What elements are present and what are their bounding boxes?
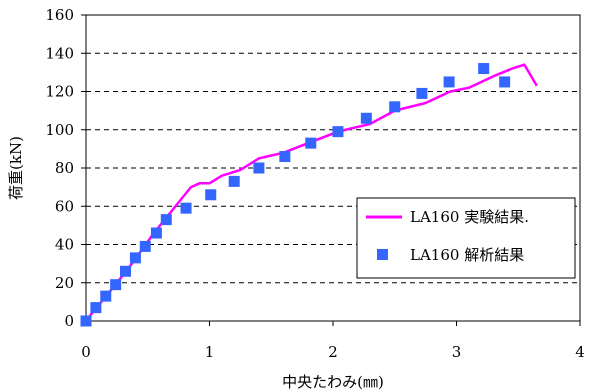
data-point-analysis xyxy=(360,112,372,124)
legend-label-analysis: LA160 解析結果 xyxy=(410,246,524,264)
data-point-analysis xyxy=(80,315,92,327)
data-point-analysis xyxy=(90,302,102,314)
y-tick-label: 80 xyxy=(55,159,74,177)
data-point-analysis xyxy=(416,87,428,99)
y-tick-label: 60 xyxy=(55,197,74,215)
legend-box xyxy=(356,197,576,279)
x-tick-label: 3 xyxy=(452,343,462,361)
data-series xyxy=(80,63,538,327)
data-point-analysis xyxy=(478,63,490,75)
x-tick-label: 2 xyxy=(328,343,338,361)
data-point-analysis xyxy=(120,265,132,277)
data-point-analysis xyxy=(180,202,192,214)
x-tick-label: 0 xyxy=(81,343,91,361)
y-tick-label: 0 xyxy=(64,312,74,330)
x-axis-title: 中央たわみ(㎜) xyxy=(282,373,384,391)
y-tick-label: 120 xyxy=(45,83,74,101)
y-axis-title: 荷重(kN) xyxy=(7,136,25,200)
data-point-analysis xyxy=(228,175,240,187)
data-point-analysis xyxy=(160,214,172,226)
legend-label-experiment: LA160 実験結果. xyxy=(410,208,529,226)
axes xyxy=(81,14,581,326)
data-point-analysis xyxy=(139,240,151,252)
data-point-analysis xyxy=(110,279,122,291)
legend-marker-swatch xyxy=(377,249,388,260)
data-point-analysis xyxy=(389,101,401,113)
data-point-analysis xyxy=(332,126,344,138)
y-tick-label: 100 xyxy=(45,121,74,139)
data-point-analysis xyxy=(129,252,141,264)
data-point-analysis xyxy=(443,76,455,88)
y-tick-label: 20 xyxy=(55,274,74,292)
data-point-analysis xyxy=(150,227,162,239)
legend: LA160 実験結果. LA160 解析結果 xyxy=(356,197,576,279)
y-tick-label: 40 xyxy=(55,236,74,254)
data-point-analysis xyxy=(205,189,217,201)
data-point-analysis xyxy=(499,76,511,88)
x-tick-label: 1 xyxy=(205,343,215,361)
x-tick-label: 4 xyxy=(575,343,585,361)
data-point-analysis xyxy=(279,151,291,163)
y-tick-label: 160 xyxy=(45,6,74,24)
data-point-analysis xyxy=(100,290,112,302)
y-tick-label: 140 xyxy=(45,44,74,62)
tick-labels: 0 20 40 60 80 100 120 140 160 0 1 2 3 4 xyxy=(45,6,584,361)
data-point-analysis xyxy=(253,162,265,174)
data-point-analysis xyxy=(305,137,317,149)
